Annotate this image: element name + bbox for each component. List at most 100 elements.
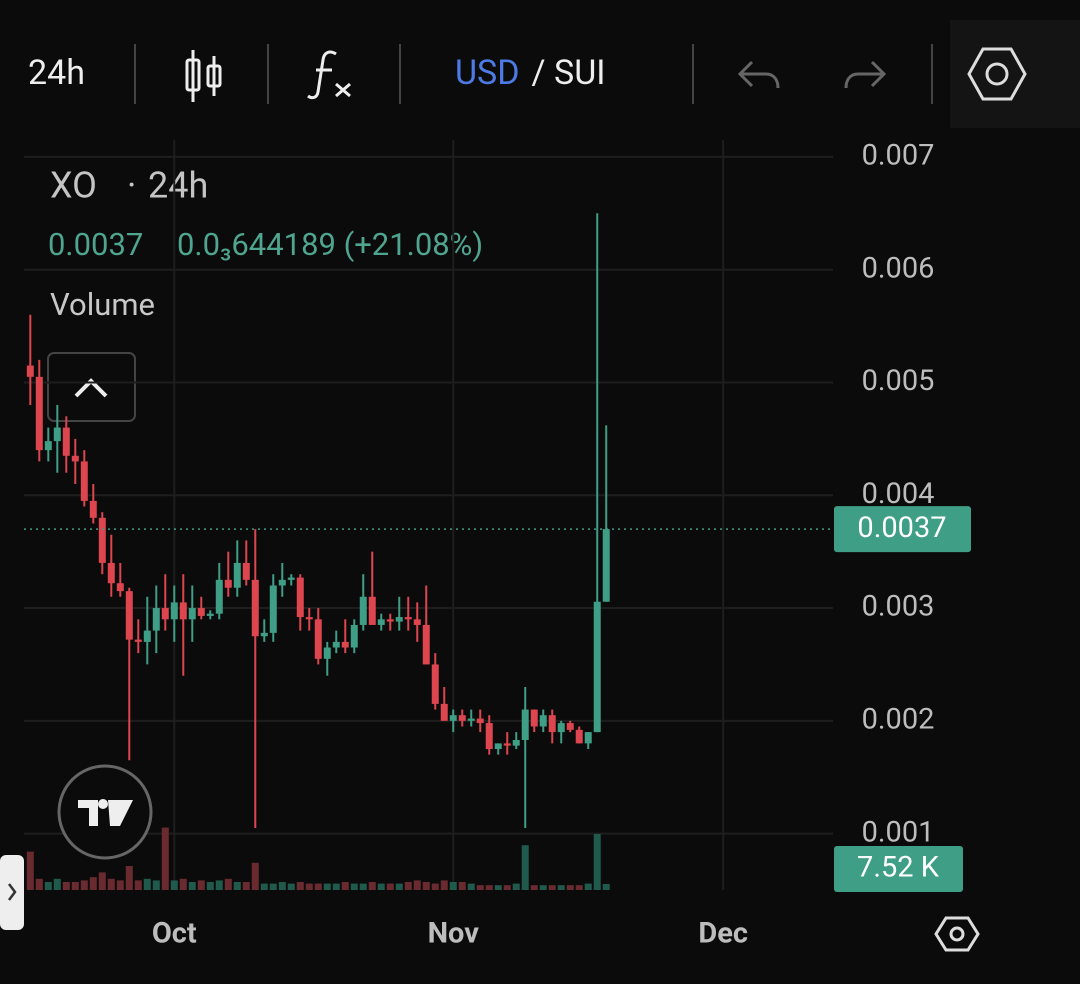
- volume-bar: [494, 885, 502, 890]
- volume-bar: [422, 882, 430, 890]
- candle-body: [503, 743, 511, 746]
- volume-bar: [296, 882, 304, 890]
- candle-body: [125, 591, 133, 640]
- candle-body: [458, 715, 466, 721]
- axis-settings-icon[interactable]: [934, 916, 980, 952]
- volume-badge: [834, 846, 963, 892]
- candle-body: [314, 619, 322, 659]
- candle-body: [593, 601, 601, 733]
- volume-bar: [323, 883, 331, 890]
- volume-bar: [458, 882, 466, 890]
- last-price-badge: [834, 506, 971, 553]
- side-panel-tab[interactable]: [0, 855, 24, 930]
- volume-bar: [602, 883, 610, 890]
- candle-body: [584, 732, 592, 744]
- volume-bar: [53, 878, 61, 890]
- settings-icon[interactable]: [967, 47, 1027, 101]
- chevron-up-icon: [74, 378, 108, 398]
- volume-bar: [521, 845, 529, 890]
- candle-body: [494, 743, 502, 750]
- candle-body: [530, 709, 538, 727]
- volume-bar: [89, 877, 97, 890]
- candle-body: [548, 715, 556, 733]
- candle-body: [269, 585, 277, 633]
- interval-button[interactable]: 24h: [28, 53, 85, 93]
- volume-bar: [224, 878, 232, 890]
- candle-body: [431, 664, 439, 704]
- candle-body: [368, 596, 376, 625]
- collapse-legend-button[interactable]: [47, 352, 136, 422]
- candle-body: [89, 500, 97, 518]
- candle-body: [170, 602, 178, 620]
- candle-body: [422, 624, 430, 665]
- volume-bar: [413, 880, 421, 890]
- volume-bar: [557, 885, 565, 890]
- undo-icon[interactable]: [737, 60, 780, 89]
- legend-volume: Volume: [50, 286, 155, 323]
- legend-price: 0.0037: [48, 226, 143, 263]
- candle-body: [116, 583, 124, 592]
- candle-body: [323, 647, 331, 659]
- candle-body: [152, 608, 160, 631]
- candle-body: [557, 723, 565, 733]
- candle-body: [305, 617, 313, 620]
- candle-body: [71, 455, 79, 462]
- last-price-label: 0.0037: [857, 511, 946, 545]
- x-tick-label: Oct: [152, 917, 197, 951]
- symbol-pair[interactable]: USD / SUI: [455, 53, 606, 93]
- volume-bar: [71, 882, 79, 890]
- volume-bar: [143, 878, 151, 890]
- y-tick-label: 0.005: [862, 364, 935, 398]
- candle-body: [26, 365, 34, 377]
- volume-bar: [476, 885, 484, 890]
- candle-body: [260, 632, 268, 637]
- candle-body: [53, 427, 61, 442]
- volume-bar: [242, 882, 250, 890]
- tradingview-logo[interactable]: [57, 764, 153, 860]
- candle-body: [602, 529, 610, 602]
- candle-body: [512, 740, 520, 746]
- y-tick-label: 0.004: [862, 477, 935, 511]
- candle-body: [539, 715, 547, 727]
- volume-label: 7.52 K: [857, 851, 940, 885]
- legend-change: 0.0₃644189 (+21.08%): [177, 226, 483, 263]
- candle-body: [134, 639, 142, 642]
- symbol-title: XO: [50, 165, 97, 207]
- volume-bar: [575, 885, 583, 890]
- volume-bar: [440, 880, 448, 890]
- candle-body: [377, 619, 385, 625]
- redo-icon[interactable]: [844, 60, 887, 89]
- candle-body: [179, 602, 187, 620]
- candle-body: [413, 619, 421, 625]
- volume-bar: [206, 882, 214, 890]
- candle-body: [476, 718, 484, 724]
- volume-bar: [332, 883, 340, 890]
- volume-bar: [512, 883, 520, 890]
- toolbar: 24h USD / SUI: [28, 20, 1080, 128]
- volume-bar: [593, 834, 601, 890]
- volume-bar: [539, 885, 547, 890]
- volume-bar: [485, 885, 493, 890]
- y-tick-label: 0.003: [862, 590, 935, 624]
- volume-bar: [350, 883, 358, 890]
- indicators-icon[interactable]: [307, 50, 351, 100]
- candle-type-icon[interactable]: [185, 50, 222, 102]
- volume-bar: [377, 883, 385, 890]
- volume-bar: [404, 882, 412, 890]
- candle-body: [62, 427, 70, 456]
- volume-bar: [62, 882, 70, 890]
- volume-bar: [188, 882, 196, 890]
- candle-body: [161, 608, 169, 620]
- base-currency[interactable]: / SUI: [532, 53, 606, 93]
- volume-bar: [260, 883, 268, 890]
- legend-interval: 24h: [148, 165, 208, 207]
- volume-bar: [107, 878, 115, 890]
- volume-bar: [395, 883, 403, 890]
- volume-bar: [566, 885, 574, 890]
- volume-bar: [305, 883, 313, 890]
- quote-currency[interactable]: USD: [455, 53, 520, 93]
- volume-bar: [251, 862, 259, 890]
